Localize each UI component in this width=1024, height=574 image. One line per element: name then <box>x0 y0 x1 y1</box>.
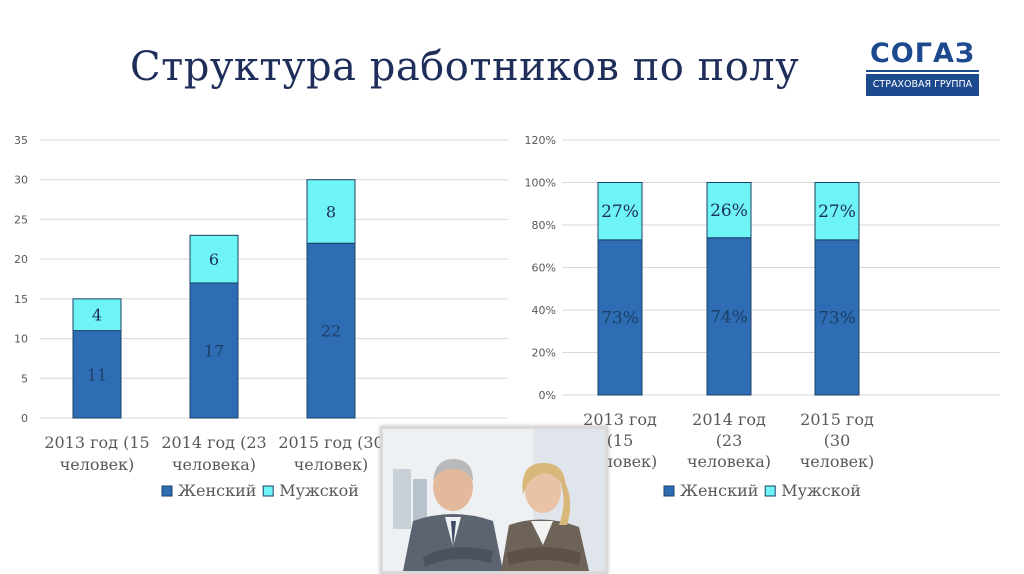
x-tick-label: 2014 год (23 человека) <box>161 433 266 474</box>
data-label: 17 <box>204 341 224 360</box>
data-label: 74% <box>710 307 748 327</box>
bar-segment-female <box>72 330 122 419</box>
bar-segment-female <box>597 239 643 396</box>
business-people-photo <box>380 426 608 574</box>
y-tick-label: 40% <box>532 304 556 317</box>
y-tick-label: 10 <box>14 333 28 346</box>
legend-label: Женский <box>680 481 758 500</box>
y-tick-label: 120% <box>525 134 556 147</box>
data-label: 27% <box>601 202 639 222</box>
x-tick-label: 2015 год (30 человек) <box>800 410 875 471</box>
bar-segment-female <box>706 237 752 396</box>
data-label: 27% <box>818 202 856 222</box>
legend-swatch <box>262 485 274 497</box>
y-tick-label: 30 <box>14 174 28 187</box>
bar-segment-male <box>814 182 860 241</box>
data-label: 8 <box>326 202 336 221</box>
y-tick-label: 35 <box>14 134 28 147</box>
logo-subtitle: СТРАХОВАЯ ГРУППА <box>866 74 979 96</box>
bar-segment-female <box>306 242 356 419</box>
bar-segment-male <box>189 234 239 284</box>
data-label: 6 <box>209 250 219 269</box>
bar-segment-female <box>189 282 239 419</box>
data-label: 26% <box>710 201 748 221</box>
bar-segment-male <box>597 182 643 241</box>
x-tick-label: 2014 год (23 человека) <box>687 410 771 471</box>
bar-segment-male <box>306 179 356 244</box>
y-tick-label: 25 <box>14 213 28 226</box>
photo-illustration <box>383 429 605 571</box>
bar-segment-female <box>814 239 860 396</box>
y-tick-label: 15 <box>14 293 28 306</box>
page-title: Структура работников по полу <box>130 44 800 90</box>
y-tick-label: 80% <box>532 219 556 232</box>
legend-swatch <box>764 485 776 497</box>
data-label: 4 <box>92 306 102 325</box>
y-tick-label: 0% <box>539 389 556 402</box>
y-tick-label: 20% <box>532 347 556 360</box>
company-logo: СОГАЗ СТРАХОВАЯ ГРУППА <box>866 38 979 96</box>
legend-label: Женский <box>178 481 256 500</box>
legend-swatch <box>663 485 675 497</box>
data-label: 22 <box>321 322 341 341</box>
x-tick-label: 2015 год (30 человек) <box>278 433 383 474</box>
legend-swatch <box>161 485 173 497</box>
x-tick-label: 2013 год (15 человек) <box>44 433 149 474</box>
y-tick-label: 0 <box>21 412 28 425</box>
bar-segment-male <box>706 182 752 239</box>
y-tick-label: 100% <box>525 177 556 190</box>
y-tick-label: 20 <box>14 253 28 266</box>
logo-wordmark: СОГАЗ <box>866 38 979 72</box>
legend-label: Мужской <box>781 481 861 500</box>
data-label: 11 <box>87 365 107 384</box>
legend-label: Мужской <box>279 481 359 500</box>
data-label: 73% <box>601 308 639 328</box>
bar-segment-male <box>72 298 122 332</box>
data-label: 73% <box>818 308 856 328</box>
y-tick-label: 5 <box>21 372 28 385</box>
y-tick-label: 60% <box>532 262 556 275</box>
